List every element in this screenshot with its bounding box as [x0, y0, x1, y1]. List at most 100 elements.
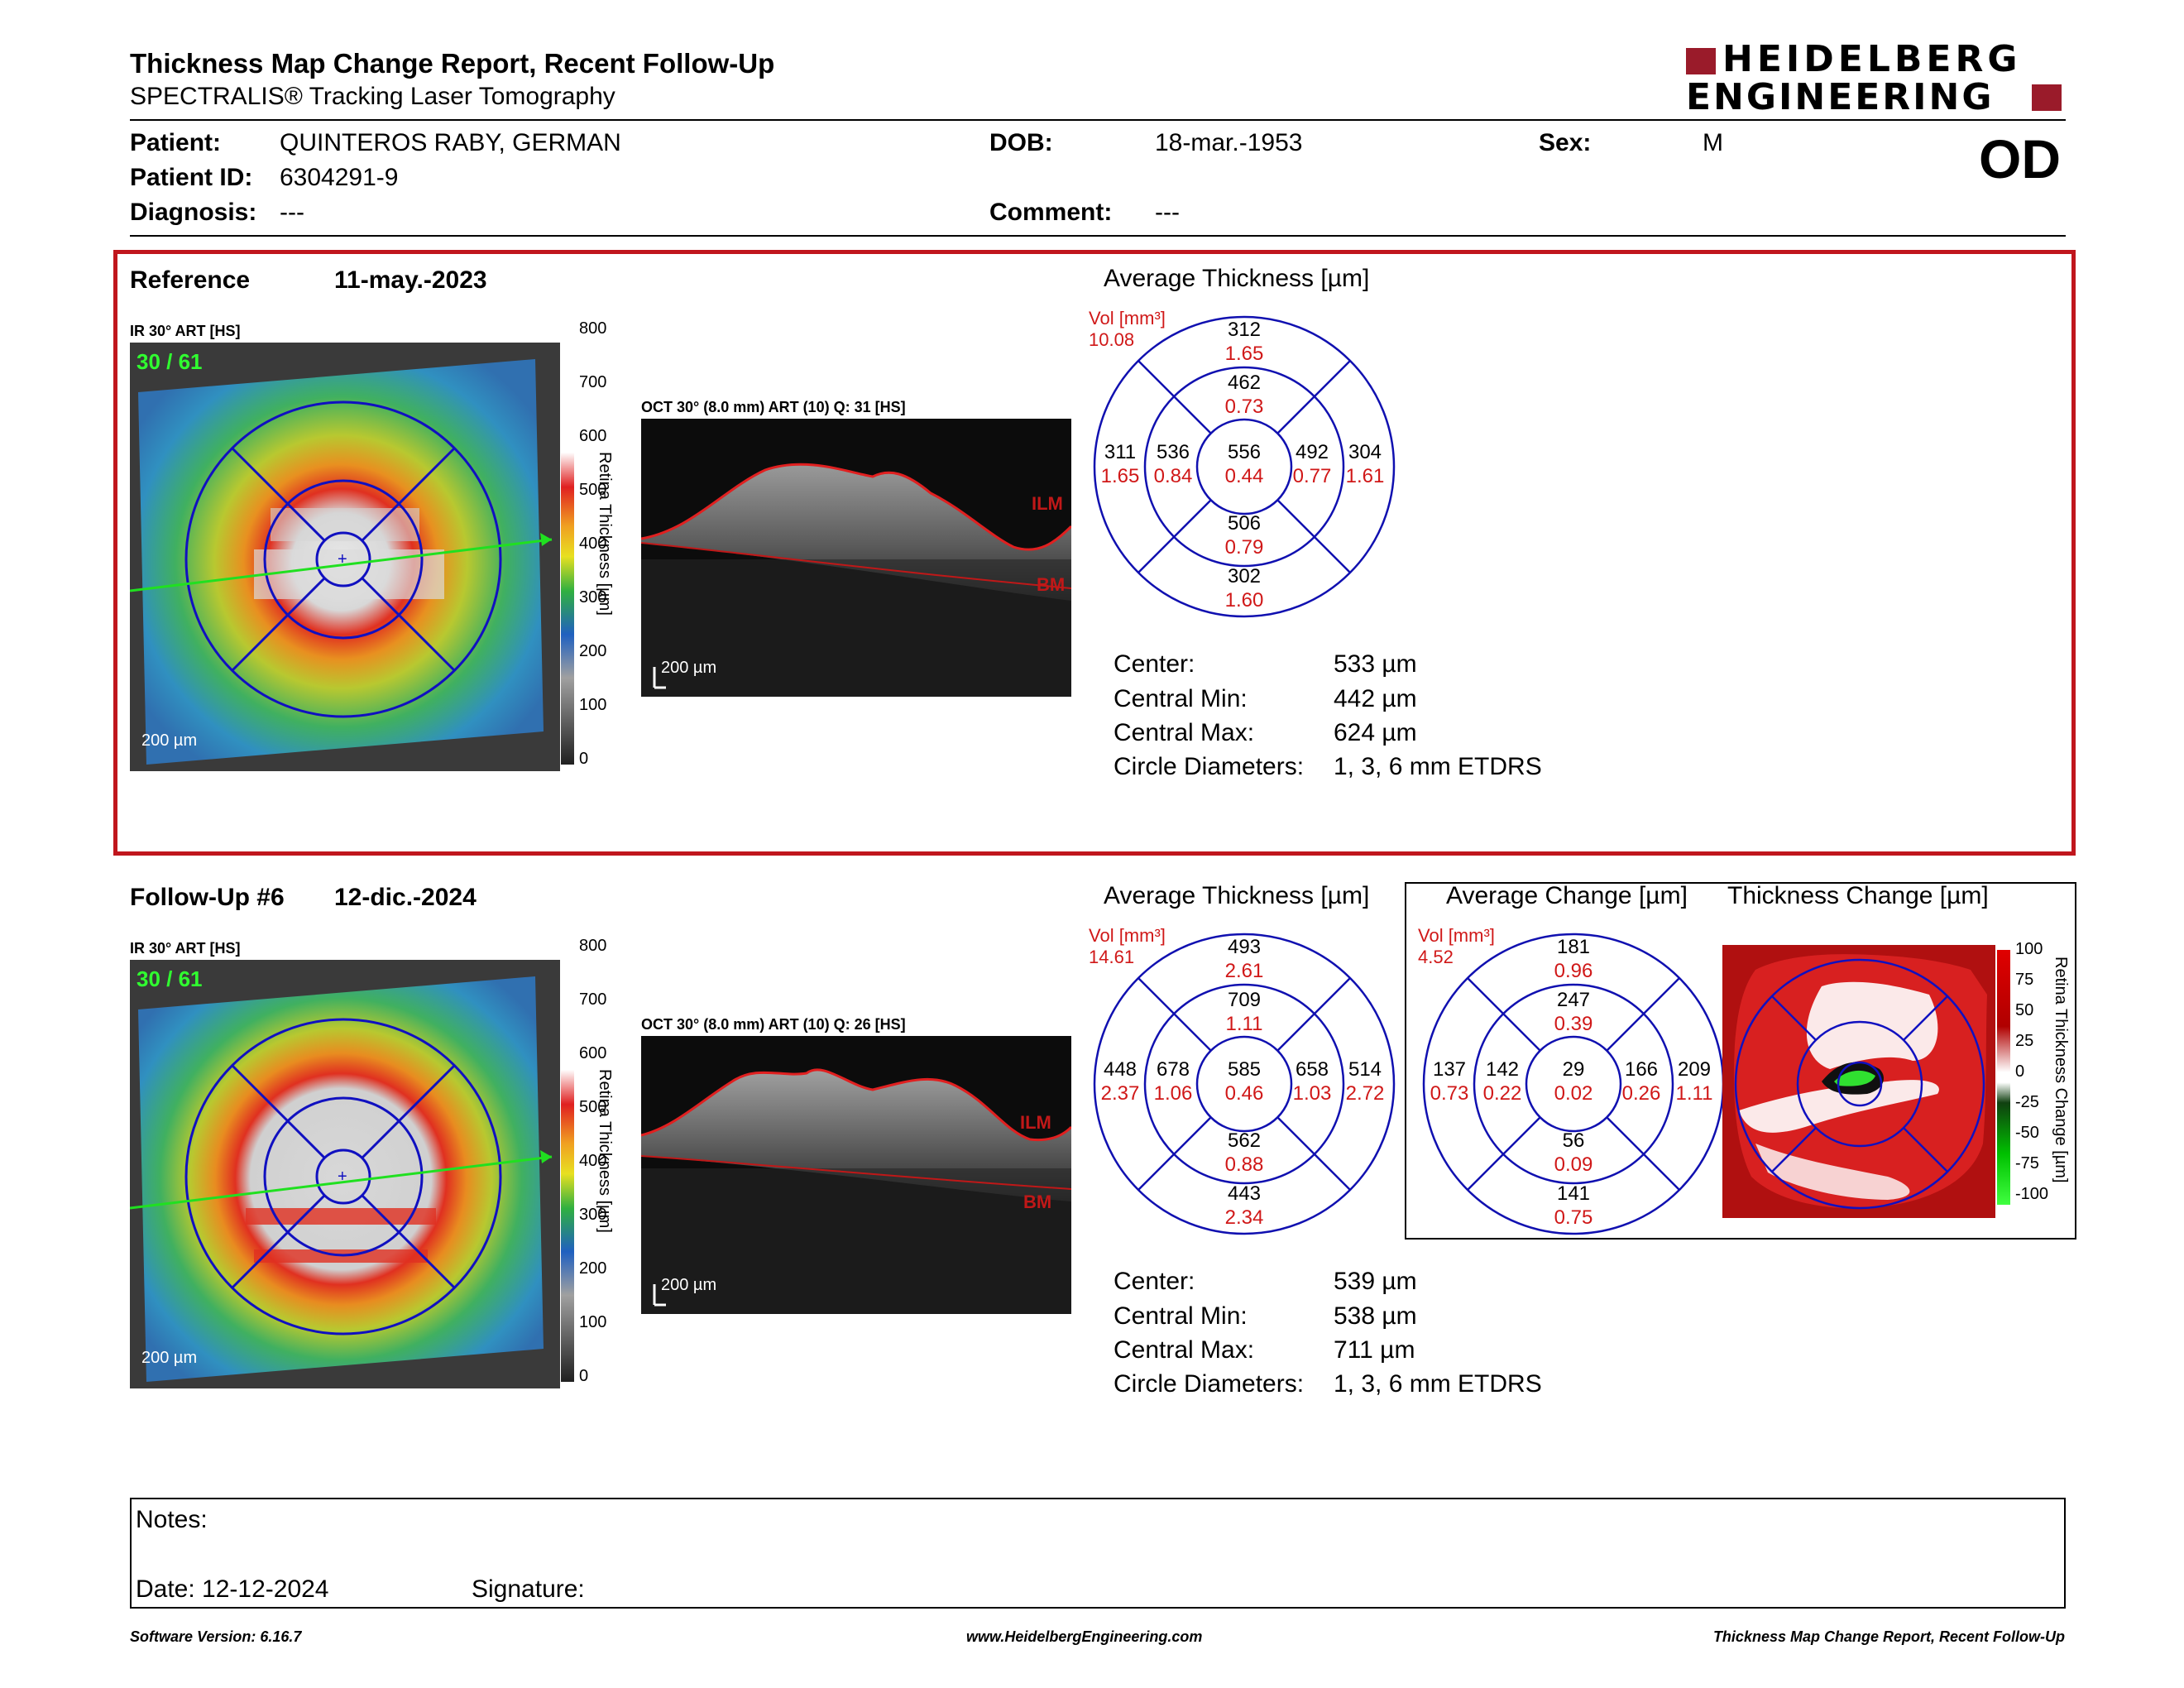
fu-tick: 300: [579, 1206, 607, 1224]
sector-thickness: 562: [1227, 1129, 1262, 1152]
fu-scale-label: 200 µm: [141, 1349, 198, 1367]
ref-center-label: Center:: [1114, 650, 1195, 678]
change-sector-outer-left: 137 0.73: [1425, 1057, 1474, 1105]
sector-thickness: 492: [1295, 441, 1329, 463]
dob-label: DOB:: [989, 129, 1053, 156]
sector-volume: 0.84: [1153, 465, 1193, 487]
ref-tick: 100: [579, 696, 607, 714]
fu-ilm-label: ILM: [1020, 1112, 1051, 1133]
change-map: [1722, 945, 1995, 1218]
sector-volume: 0.39: [1554, 1013, 1593, 1035]
sex-value: M: [1703, 129, 1723, 156]
signature-label: Signature:: [472, 1575, 585, 1603]
fu-center-label: Center:: [1114, 1268, 1195, 1295]
sector-volume: 1.60: [1224, 589, 1264, 611]
sector-volume: 2.37: [1100, 1082, 1140, 1105]
sector-thickness: 247: [1556, 989, 1591, 1011]
ref-sector-outer-top: 312 1.65: [1211, 318, 1277, 366]
ref-tick: 800: [579, 319, 607, 338]
change-tick: -25: [2015, 1093, 2039, 1111]
change-colorbar: [1997, 950, 2010, 1205]
logo-square-bottom: [2032, 84, 2062, 111]
fu-thickness-map: + 30 / 61 200 µm: [130, 960, 560, 1388]
diagnosis-value: ---: [280, 199, 304, 226]
ref-tick: 700: [579, 373, 607, 391]
fu-diam-label: Circle Diameters:: [1114, 1370, 1305, 1398]
fu-sector-outer-top: 493 2.61: [1211, 935, 1277, 983]
sector-volume: 0.46: [1224, 1082, 1264, 1105]
sector-volume: 1.61: [1345, 465, 1385, 487]
fu-oct-scan: ILM BM 200 µm: [641, 1036, 1071, 1314]
sector-volume: 0.26: [1621, 1082, 1661, 1105]
sector-thickness: 448: [1103, 1058, 1138, 1081]
fu-tick: 0: [579, 1367, 589, 1385]
ref-min-value: 442 µm: [1334, 685, 1417, 712]
change-tick: 0: [2015, 1062, 2025, 1081]
sector-volume: 1.11: [1675, 1082, 1713, 1105]
ref-sector-inner-top: 462 0.73: [1211, 371, 1277, 419]
ref-ir-counter: 30 / 61: [136, 349, 203, 374]
sector-volume: 1.65: [1224, 343, 1264, 365]
ref-colorbar: [561, 331, 574, 765]
sex-label: Sex:: [1539, 129, 1592, 156]
svg-text:+: +: [338, 1168, 347, 1186]
fu-etdrs-grid: [1087, 923, 1405, 1241]
change-vol-value: 4.52: [1418, 947, 1454, 967]
change-sector-outer-right: 209 1.11: [1669, 1057, 1719, 1105]
ref-max-label: Central Max:: [1114, 719, 1255, 746]
fu-bm-label: BM: [1023, 1192, 1052, 1212]
fu-sector-outer-left: 448 2.37: [1095, 1057, 1145, 1105]
change-map-title: Thickness Change [µm]: [1727, 882, 1989, 909]
ref-colorbar-title: Retina Thickness [µm]: [596, 452, 614, 616]
footer-url[interactable]: www.HeidelbergEngineering.com: [966, 1628, 1203, 1645]
ref-vol-value: 10.08: [1089, 329, 1135, 350]
ref-diam-label: Circle Diameters:: [1114, 753, 1305, 780]
sector-volume: 0.88: [1224, 1153, 1264, 1176]
change-map-svg: [1722, 945, 1995, 1218]
sector-volume: 0.44: [1224, 465, 1264, 487]
ref-avg-title: Average Thickness [µm]: [1104, 265, 1370, 292]
ref-oct-scale: 200 µm: [661, 659, 717, 677]
ref-ir-label: IR 30° ART [HS]: [130, 323, 241, 339]
sector-thickness: 209: [1677, 1058, 1712, 1081]
change-sector-inner-left: 142 0.22: [1478, 1057, 1527, 1105]
ref-ilm-label: ILM: [1032, 493, 1063, 514]
fu-ir-counter: 30 / 61: [136, 966, 203, 991]
sector-volume: 0.96: [1554, 960, 1593, 982]
ref-scale-label: 200 µm: [141, 731, 198, 750]
fu-sector-center: 585 0.46: [1211, 1057, 1277, 1105]
patient-id: 6304291-9: [280, 164, 399, 191]
fu-oct-scan-svg: [641, 1068, 1071, 1314]
change-section: [1405, 882, 2076, 1240]
eye-label: OD: [1979, 128, 2061, 189]
ref-etdrs-svg: [1093, 315, 1396, 618]
reference-date: 11-may.-2023: [334, 266, 487, 294]
sector-thickness: 536: [1156, 441, 1190, 463]
sector-thickness: 462: [1227, 372, 1262, 394]
fu-tick: 200: [579, 1259, 607, 1278]
sector-volume: 2.72: [1345, 1082, 1385, 1105]
fu-vol-value: 14.61: [1089, 947, 1135, 967]
change-avg-title: Average Change [µm]: [1446, 882, 1688, 909]
ref-etdrs-grid: [1087, 306, 1405, 624]
fu-max-label: Central Max:: [1114, 1336, 1255, 1364]
logo-text-1: HEIDELBERG: [1722, 38, 2022, 80]
sector-thickness: 302: [1227, 565, 1262, 587]
fu-center-value: 539 µm: [1334, 1268, 1417, 1295]
change-tick: -75: [2015, 1154, 2039, 1172]
sector-thickness: 142: [1485, 1058, 1520, 1081]
fu-oct-scale: 200 µm: [661, 1276, 717, 1294]
sector-thickness: 585: [1227, 1058, 1262, 1081]
sector-thickness: 166: [1624, 1058, 1659, 1081]
sector-volume: 0.22: [1482, 1082, 1522, 1105]
fu-tick: 100: [579, 1313, 607, 1331]
patient-id-label: Patient ID:: [130, 164, 253, 191]
fu-ir-label: IR 30° ART [HS]: [130, 940, 241, 957]
ref-sector-outer-left: 311 1.65: [1095, 440, 1145, 488]
change-tick: -100: [2015, 1185, 2049, 1203]
sector-thickness: 493: [1227, 936, 1262, 958]
ref-thickness-map-svg: +: [130, 343, 560, 771]
change-tick: 50: [2015, 1001, 2034, 1019]
fu-colorbar: [561, 948, 574, 1382]
fu-tick: 800: [579, 937, 607, 955]
